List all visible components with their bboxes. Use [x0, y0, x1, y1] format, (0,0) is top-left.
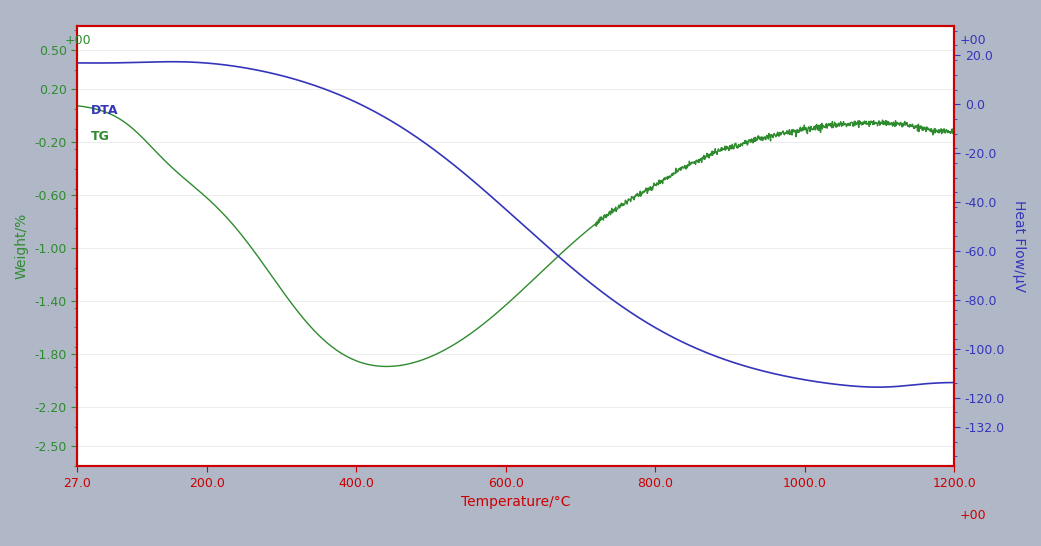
X-axis label: Temperature/°C: Temperature/°C: [461, 495, 570, 509]
Text: +00: +00: [960, 34, 987, 48]
Y-axis label: Weight/%: Weight/%: [15, 213, 29, 279]
Text: +00: +00: [65, 34, 92, 48]
Text: +00: +00: [960, 509, 987, 523]
Y-axis label: Heat Flow/μV: Heat Flow/μV: [1012, 200, 1026, 292]
Text: DTA: DTA: [91, 104, 118, 117]
Text: TG: TG: [91, 130, 109, 144]
